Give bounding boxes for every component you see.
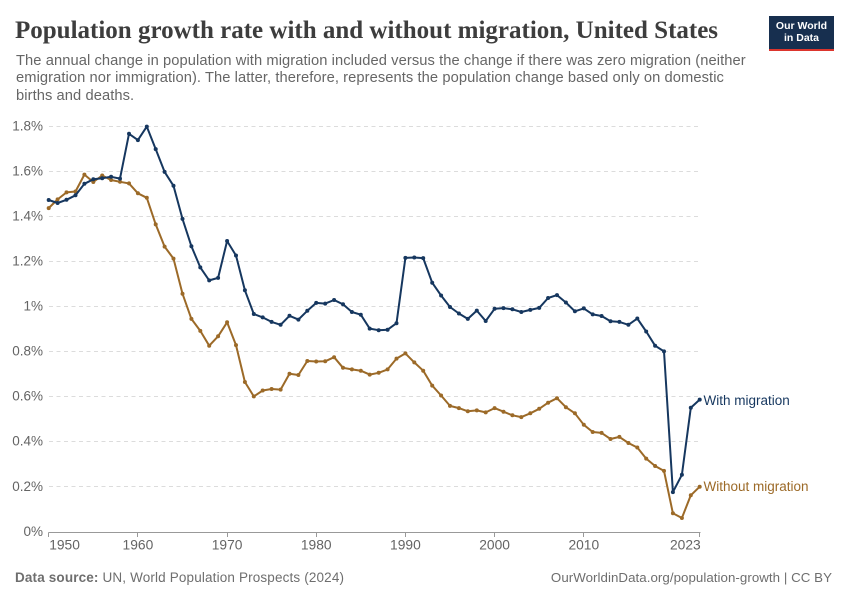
svg-text:With migration: With migration bbox=[704, 393, 790, 408]
svg-text:1.6%: 1.6% bbox=[12, 164, 43, 179]
svg-text:1.2%: 1.2% bbox=[12, 254, 43, 269]
svg-text:1960: 1960 bbox=[123, 538, 154, 553]
svg-text:1.4%: 1.4% bbox=[12, 209, 43, 224]
svg-text:1970: 1970 bbox=[212, 538, 243, 553]
svg-text:Without migration: Without migration bbox=[704, 479, 809, 494]
svg-text:1990: 1990 bbox=[390, 538, 421, 553]
svg-text:1%: 1% bbox=[23, 299, 43, 314]
svg-text:2010: 2010 bbox=[568, 538, 599, 553]
svg-text:0%: 0% bbox=[23, 524, 43, 539]
svg-text:1.8%: 1.8% bbox=[12, 118, 43, 133]
svg-text:0.2%: 0.2% bbox=[12, 479, 43, 494]
svg-text:0.4%: 0.4% bbox=[12, 434, 43, 449]
svg-text:0.6%: 0.6% bbox=[12, 389, 43, 404]
svg-text:1980: 1980 bbox=[301, 538, 332, 553]
svg-text:2023: 2023 bbox=[670, 538, 701, 553]
svg-text:1950: 1950 bbox=[49, 538, 80, 553]
svg-text:2000: 2000 bbox=[479, 538, 510, 553]
svg-text:0.8%: 0.8% bbox=[12, 344, 43, 359]
